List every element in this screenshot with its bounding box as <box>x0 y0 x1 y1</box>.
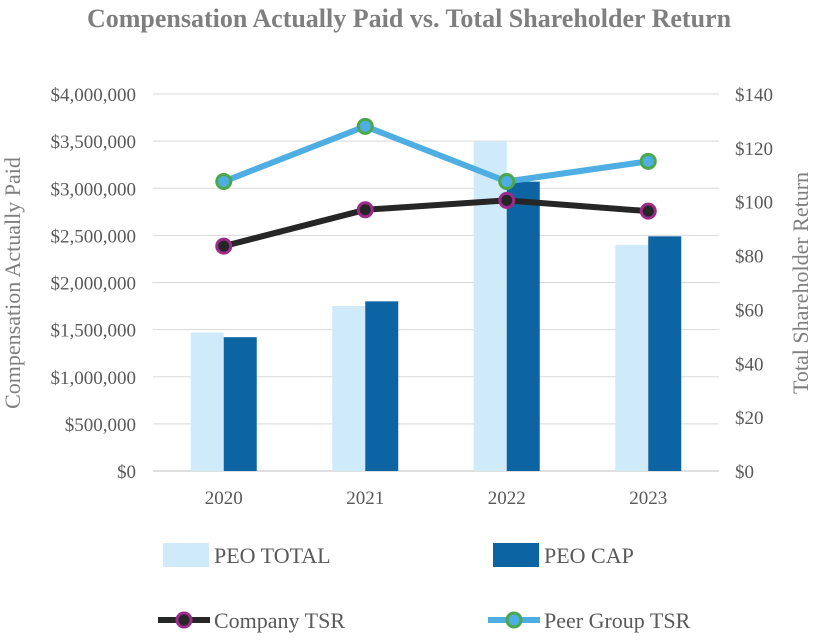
x-tick-label: 2023 <box>629 488 667 509</box>
point-peer-group-tsr <box>639 152 657 170</box>
y-tick-label: $3,500,000 <box>51 132 137 153</box>
bar-peo-total <box>332 306 366 471</box>
y2-tick-label: $80 <box>735 247 764 268</box>
point-company-tsr <box>639 202 657 220</box>
x-tick-label: 2020 <box>205 488 243 509</box>
legend-label: PEO TOTAL <box>214 543 331 568</box>
legend-marker <box>175 611 193 629</box>
y-tick-label: $4,000,000 <box>51 85 137 106</box>
tick-labels: $0 $500,000 $1,000,000 $1,500,000 $2,000,000… <box>51 85 774 509</box>
y-tick-label: $2,000,000 <box>51 274 137 295</box>
line-peer-group-tsr <box>222 123 649 185</box>
bar-peo-total <box>473 141 507 471</box>
lines <box>215 117 657 255</box>
y2-tick-label: $20 <box>735 408 764 429</box>
point-company-tsr <box>215 237 233 255</box>
bar-peo-cap <box>648 236 682 471</box>
legend: PEO TOTAL PEO CAP Company TSR Peer Group TS… <box>158 543 691 633</box>
y-tick-label: $1,500,000 <box>51 321 137 342</box>
legend-marker <box>505 611 523 629</box>
point-company-tsr <box>498 191 516 209</box>
line-company-tsr <box>223 197 649 250</box>
y-tick-label: $500,000 <box>65 415 136 436</box>
point-peer-group-tsr <box>215 173 233 191</box>
bars <box>190 141 682 471</box>
legend-item-peo-cap: PEO CAP <box>493 543 634 568</box>
chart-title: Compensation Actually Paid vs. Total Sha… <box>87 4 732 33</box>
legend-label: Peer Group TSR <box>544 608 691 633</box>
y-tick-label: $3,000,000 <box>51 179 137 200</box>
y2-tick-label: $140 <box>735 85 773 106</box>
legend-swatch <box>163 543 209 567</box>
x-tick-label: 2022 <box>488 488 526 509</box>
point-peer-group-tsr <box>356 117 374 135</box>
bar-peo-total <box>190 332 224 471</box>
y-axis-label: Compensation Actually Paid <box>0 157 25 409</box>
y2-tick-label: $0 <box>735 462 754 483</box>
y-tick-label: $0 <box>117 462 136 483</box>
y2-axis-label: Total Shareholder Return <box>788 172 813 394</box>
legend-item-peer-group-tsr: Peer Group TSR <box>488 608 691 633</box>
bar-peo-cap <box>506 181 540 471</box>
bar-peo-cap <box>365 301 399 471</box>
y2-tick-label: $40 <box>735 354 764 375</box>
legend-label: PEO CAP <box>544 543 634 568</box>
bar-peo-total <box>615 244 649 471</box>
legend-label: Company TSR <box>214 608 345 633</box>
x-tick-label: 2021 <box>346 488 384 509</box>
legend-item-company-tsr: Company TSR <box>158 608 345 633</box>
legend-item-peo-total: PEO TOTAL <box>163 543 331 568</box>
y2-tick-label: $120 <box>735 139 773 160</box>
point-peer-group-tsr <box>498 173 516 191</box>
y2-tick-label: $60 <box>735 300 764 321</box>
y2-tick-label: $100 <box>735 193 773 214</box>
legend-swatch <box>493 543 539 567</box>
bar-peo-cap <box>223 337 257 471</box>
point-company-tsr <box>356 201 374 219</box>
y-tick-label: $1,000,000 <box>51 368 137 389</box>
y-tick-label: $2,500,000 <box>51 226 137 247</box>
